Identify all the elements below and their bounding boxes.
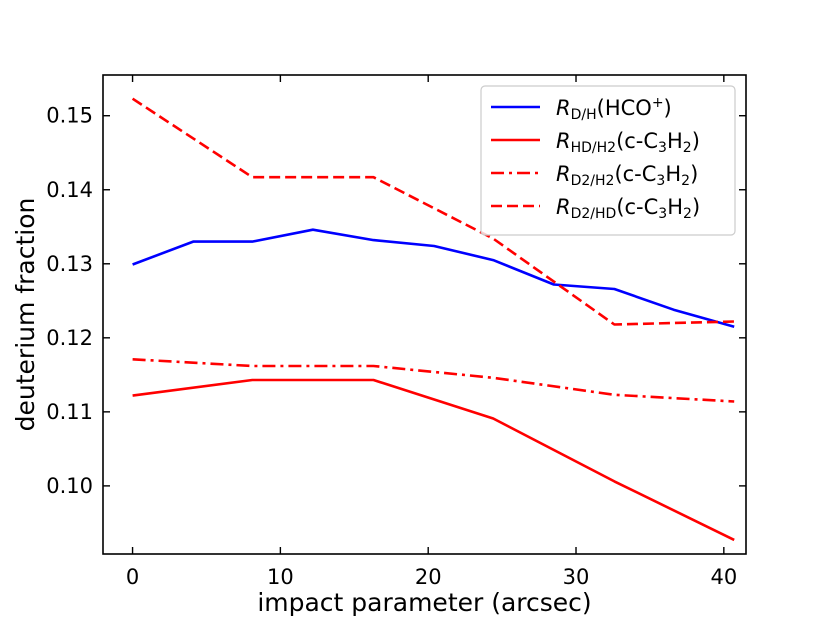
legend-text-part: D/H bbox=[571, 107, 597, 123]
x-tick-label: 30 bbox=[563, 565, 590, 589]
legend-text-part: (c-C bbox=[616, 195, 658, 219]
legend-text-part: D2/H2 bbox=[571, 173, 615, 189]
series-line-0 bbox=[132, 228, 735, 328]
x-tick-label: 0 bbox=[126, 565, 139, 589]
legend-label-1: RHD/H2(c-C3H2) bbox=[556, 129, 700, 156]
legend-frame bbox=[480, 85, 736, 236]
legend-text-part: ) bbox=[664, 96, 672, 120]
legend-text-part: 3 bbox=[656, 173, 665, 189]
legend-text-part: ) bbox=[692, 129, 700, 153]
legend-text-part: (c-C bbox=[614, 162, 656, 186]
series-lines bbox=[131, 97, 735, 542]
legend-text-part: 2 bbox=[681, 173, 690, 189]
legend-text-part: D2/HD bbox=[571, 206, 617, 222]
legend-text-part: R bbox=[556, 195, 571, 219]
x-tick-label: 10 bbox=[267, 565, 294, 589]
legend-text-part: 2 bbox=[683, 140, 692, 156]
legend-text-part: H bbox=[665, 162, 681, 186]
series-line-2 bbox=[132, 358, 735, 403]
legend-text-part: 3 bbox=[658, 206, 667, 222]
legend-text-part: R bbox=[556, 96, 571, 120]
y-tick-label: 0.13 bbox=[46, 252, 93, 276]
y-axis-ticks: 0.10 0.11 0.12 0.13 0.14 0.15 bbox=[46, 104, 746, 498]
y-tick-label: 0.11 bbox=[46, 400, 93, 424]
legend-text-part: ) bbox=[690, 162, 698, 186]
legend-text-part: H bbox=[667, 195, 683, 219]
legend-label-3: RD2/HD(c-C3H2) bbox=[556, 195, 700, 222]
legend-text-part: 3 bbox=[658, 140, 667, 156]
x-axis-title: impact parameter (arcsec) bbox=[257, 588, 591, 617]
legend-text-part: (HCO bbox=[597, 96, 652, 120]
y-tick-label: 0.12 bbox=[46, 326, 93, 350]
plot-frame bbox=[102, 74, 747, 555]
legend-text-part: (c-C bbox=[616, 129, 658, 153]
legend-text-part: R bbox=[556, 129, 571, 153]
legend: RD/H(HCO+)RHD/H2(c-C3H2)RD2/H2(c-C3H2)RD… bbox=[480, 85, 736, 236]
x-axis-ticks: 0 10 20 30 40 bbox=[126, 75, 737, 589]
y-tick-label: 0.14 bbox=[46, 178, 93, 202]
y-tick-label: 0.10 bbox=[46, 474, 93, 498]
legend-text-part: + bbox=[652, 95, 664, 111]
legend-text-part: R bbox=[556, 162, 571, 186]
series-line-3 bbox=[131, 97, 735, 326]
legend-text-part: HD/H2 bbox=[571, 140, 616, 156]
legend-text-part: 2 bbox=[683, 206, 692, 222]
legend-text-part: H bbox=[667, 129, 683, 153]
legend-text-part: ) bbox=[692, 195, 700, 219]
legend-label-2: RD2/H2(c-C3H2) bbox=[556, 162, 698, 189]
series-line-1 bbox=[132, 378, 735, 542]
y-axis-title: deuterium fraction bbox=[11, 198, 40, 432]
y-tick-label: 0.15 bbox=[46, 104, 93, 128]
x-tick-label: 20 bbox=[415, 565, 442, 589]
x-tick-label: 40 bbox=[710, 565, 737, 589]
legend-label-0: RD/H(HCO+) bbox=[556, 95, 672, 123]
